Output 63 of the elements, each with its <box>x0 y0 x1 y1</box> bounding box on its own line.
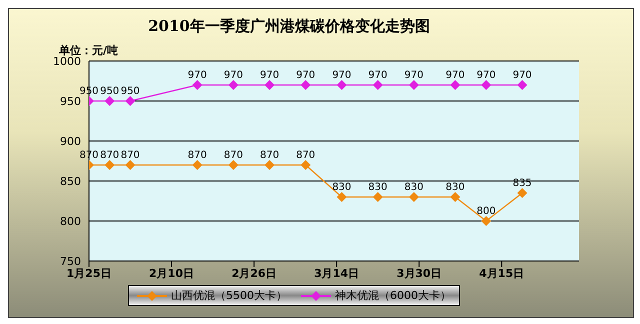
point <box>336 80 347 90</box>
x-tick-label: 1月25日 <box>66 266 112 280</box>
y-tick-label: 850 <box>60 174 81 188</box>
data-label: 870 <box>100 150 120 161</box>
point <box>192 80 202 90</box>
data-label: 950 <box>120 86 140 97</box>
y-tick-label: 1000 <box>53 54 81 68</box>
data-label: 970 <box>260 70 280 81</box>
point <box>228 80 238 90</box>
data-label: 830 <box>368 182 388 193</box>
data-label: 870 <box>188 150 207 161</box>
point <box>372 192 383 202</box>
data-label: 830 <box>332 182 352 193</box>
point <box>481 80 492 90</box>
data-label: 800 <box>476 206 496 217</box>
data-label: 830 <box>404 182 424 193</box>
y-axis-title: 单位：元/吨 <box>59 43 118 57</box>
y-tick-label: 900 <box>60 134 81 148</box>
point <box>450 80 460 90</box>
point <box>481 216 492 226</box>
point <box>372 80 383 90</box>
data-label: 870 <box>224 150 243 161</box>
y-tick-label: 950 <box>60 94 81 108</box>
data-label: 830 <box>446 182 465 193</box>
y-tick-label: 750 <box>60 254 81 268</box>
point <box>104 96 115 106</box>
point <box>450 192 460 202</box>
point <box>192 160 202 170</box>
data-label: 970 <box>332 70 352 81</box>
point <box>517 188 528 198</box>
point <box>408 80 419 90</box>
data-label: 970 <box>404 70 424 81</box>
point <box>125 96 136 106</box>
point <box>125 160 136 170</box>
data-label: 870 <box>120 150 140 161</box>
point <box>264 80 275 90</box>
data-label: 970 <box>224 70 243 81</box>
point <box>336 192 347 202</box>
legend-label: 山西优混（5500大卡） <box>171 288 287 303</box>
data-label: 870 <box>296 150 316 161</box>
data-label: 970 <box>368 70 388 81</box>
point <box>408 192 419 202</box>
data-label: 970 <box>296 70 316 81</box>
data-label: 950 <box>100 86 120 97</box>
data-label: 970 <box>446 70 465 81</box>
data-label: 970 <box>476 70 496 81</box>
point <box>517 80 528 90</box>
point <box>300 160 311 170</box>
data-label: 970 <box>188 70 207 81</box>
x-tick-label: 2月26日 <box>232 266 277 280</box>
point <box>228 160 238 170</box>
x-tick-label: 2月10日 <box>149 266 194 280</box>
x-tick-label: 3月14日 <box>314 266 360 280</box>
chart-title: 2010年一季度广州港煤碳价格变化走势图 <box>147 17 431 36</box>
point <box>264 160 275 170</box>
data-label: 870 <box>260 150 280 161</box>
point <box>104 160 115 170</box>
x-tick-label: 4月15日 <box>479 266 524 280</box>
legend-label: 神木优混（6000大卡） <box>335 288 451 303</box>
point <box>300 80 311 90</box>
x-tick-label: 3月30日 <box>396 266 442 280</box>
y-tick-label: 800 <box>60 214 81 228</box>
data-label: 970 <box>512 70 532 81</box>
